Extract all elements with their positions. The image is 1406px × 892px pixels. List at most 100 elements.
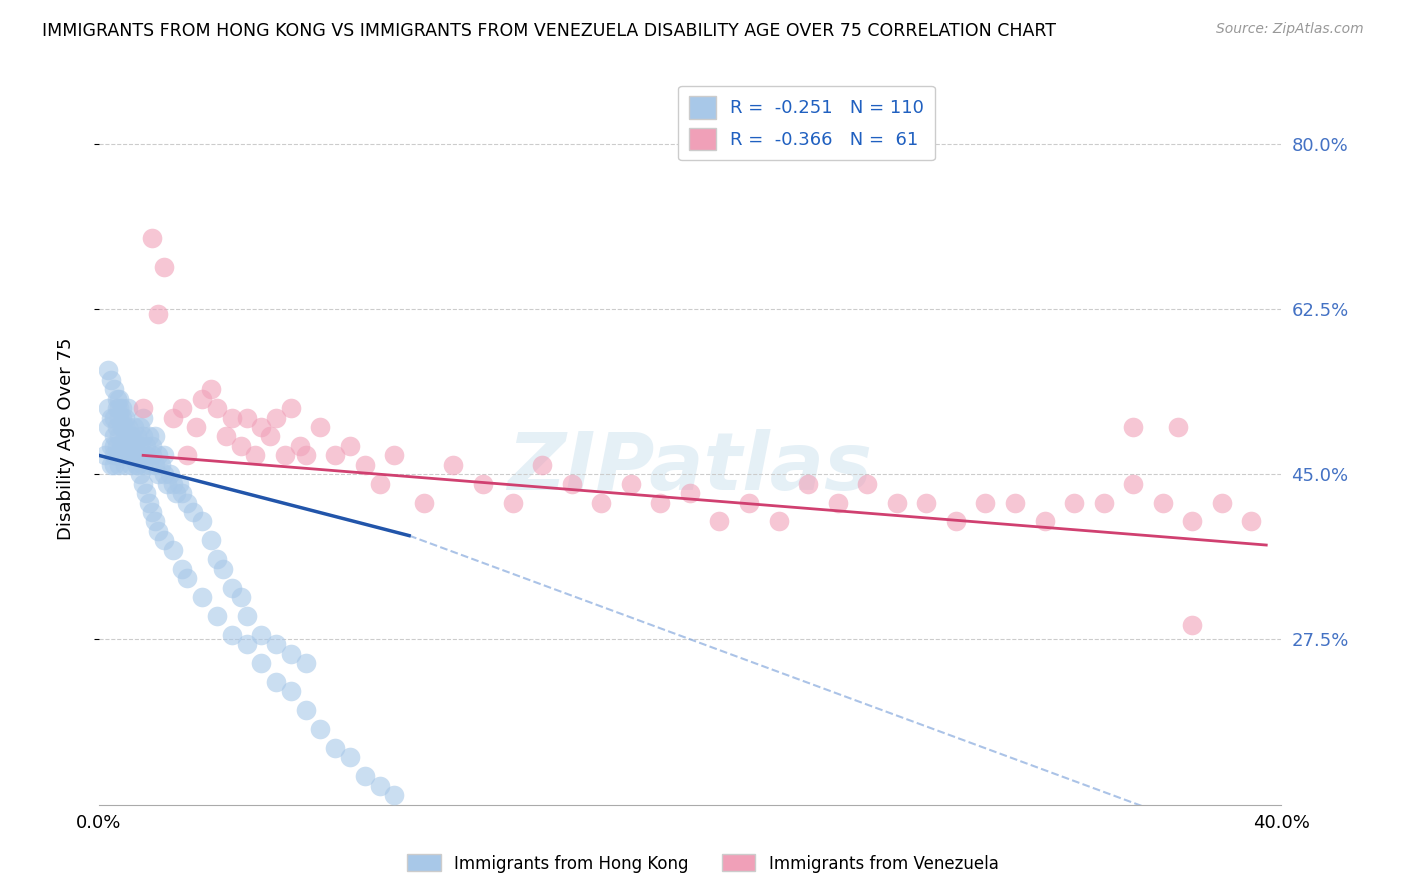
Point: [280, 401, 302, 416]
Point: [309, 420, 332, 434]
Point: [245, 448, 267, 462]
Point: [280, 684, 302, 698]
Point: [709, 515, 731, 529]
Point: [235, 410, 257, 425]
Point: [97, 420, 120, 434]
Point: [191, 590, 214, 604]
Point: [103, 382, 125, 396]
Point: [176, 495, 198, 509]
Point: [100, 373, 122, 387]
Point: [221, 581, 243, 595]
Point: [100, 458, 122, 472]
Point: [353, 769, 375, 783]
Point: [135, 448, 157, 462]
Text: Source: ZipAtlas.com: Source: ZipAtlas.com: [1216, 22, 1364, 37]
Point: [176, 448, 198, 462]
Point: [120, 448, 142, 462]
Point: [212, 561, 235, 575]
Point: [288, 439, 311, 453]
Point: [141, 231, 163, 245]
Point: [797, 476, 820, 491]
Point: [97, 401, 120, 416]
Point: [153, 467, 176, 482]
Point: [146, 524, 169, 538]
Point: [183, 505, 205, 519]
Point: [117, 448, 139, 462]
Point: [138, 495, 160, 509]
Point: [339, 439, 361, 453]
Point: [191, 392, 214, 406]
Point: [120, 439, 142, 453]
Point: [108, 458, 131, 472]
Point: [294, 656, 316, 670]
Point: [143, 515, 166, 529]
Point: [93, 448, 115, 462]
Point: [215, 429, 238, 443]
Point: [323, 741, 346, 756]
Point: [368, 779, 391, 793]
Point: [122, 420, 145, 434]
Point: [114, 458, 136, 472]
Point: [117, 439, 139, 453]
Point: [176, 571, 198, 585]
Legend: R =  -0.251   N = 110, R =  -0.366   N =  61: R = -0.251 N = 110, R = -0.366 N = 61: [678, 86, 935, 161]
Point: [1063, 495, 1085, 509]
Point: [143, 429, 166, 443]
Point: [146, 307, 169, 321]
Point: [111, 448, 134, 462]
Point: [146, 467, 169, 482]
Point: [153, 448, 176, 462]
Point: [1211, 495, 1233, 509]
Point: [250, 628, 273, 642]
Point: [856, 476, 879, 491]
Point: [127, 429, 149, 443]
Point: [1122, 476, 1144, 491]
Point: [679, 486, 702, 500]
Point: [108, 448, 131, 462]
Point: [170, 486, 193, 500]
Point: [323, 448, 346, 462]
Point: [280, 647, 302, 661]
Point: [146, 448, 169, 462]
Point: [141, 448, 163, 462]
Point: [143, 458, 166, 472]
Point: [200, 382, 222, 396]
Point: [1181, 618, 1204, 632]
Point: [443, 458, 465, 472]
Point: [111, 410, 134, 425]
Point: [114, 410, 136, 425]
Point: [114, 448, 136, 462]
Point: [105, 448, 128, 462]
Point: [153, 533, 176, 548]
Point: [108, 410, 131, 425]
Point: [274, 448, 297, 462]
Point: [502, 495, 524, 509]
Point: [382, 789, 405, 803]
Point: [111, 439, 134, 453]
Point: [159, 467, 181, 482]
Point: [122, 448, 145, 462]
Point: [105, 392, 128, 406]
Point: [117, 429, 139, 443]
Point: [309, 722, 332, 736]
Point: [1004, 495, 1026, 509]
Point: [120, 429, 142, 443]
Point: [132, 410, 155, 425]
Point: [382, 448, 405, 462]
Point: [100, 410, 122, 425]
Point: [229, 590, 252, 604]
Point: [200, 533, 222, 548]
Point: [250, 420, 273, 434]
Point: [132, 401, 155, 416]
Point: [1152, 495, 1174, 509]
Point: [162, 542, 184, 557]
Point: [162, 410, 184, 425]
Point: [135, 486, 157, 500]
Point: [294, 448, 316, 462]
Point: [412, 495, 434, 509]
Point: [103, 429, 125, 443]
Point: [353, 458, 375, 472]
Point: [738, 495, 761, 509]
Point: [114, 420, 136, 434]
Point: [138, 458, 160, 472]
